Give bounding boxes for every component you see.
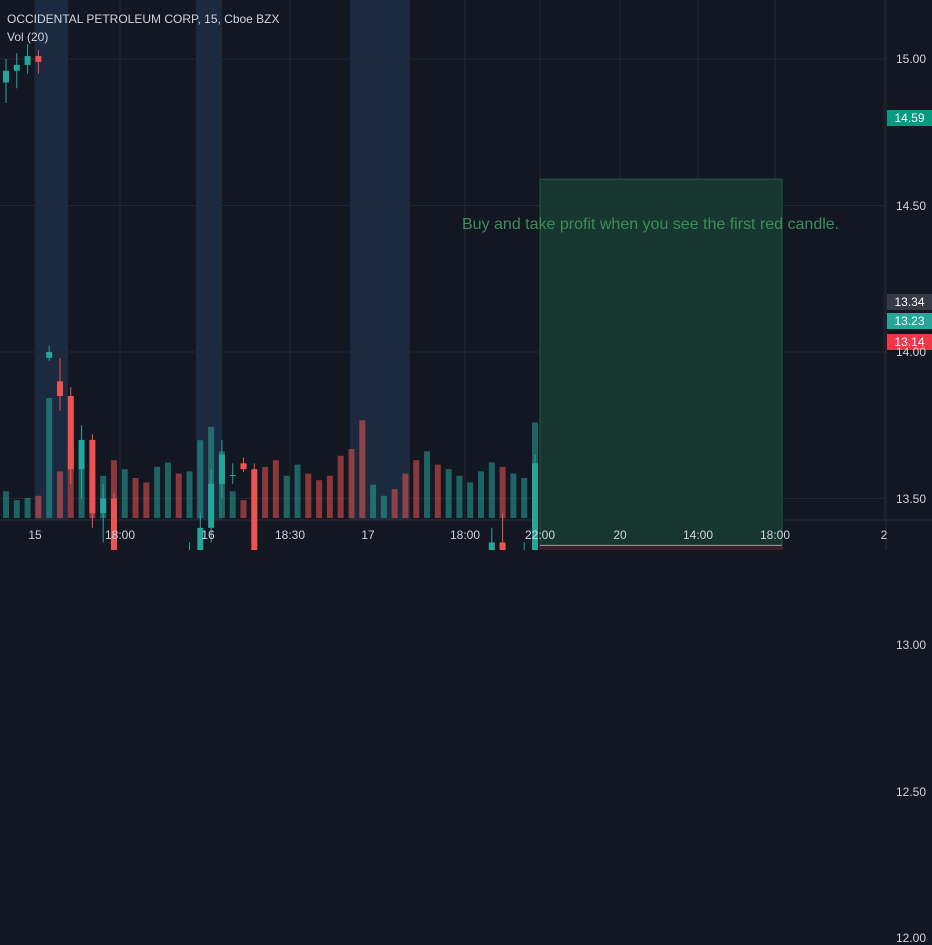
volume-bar	[13, 500, 20, 518]
volume-bar	[272, 460, 279, 518]
volume-bar	[359, 420, 366, 518]
volume-bar	[402, 473, 409, 518]
volume-bar	[24, 498, 31, 518]
loss-zone	[539, 544, 783, 550]
entry-price-tag: 13.34	[887, 294, 932, 310]
candle-body	[488, 542, 495, 550]
volume-bar	[89, 473, 96, 518]
volume-bar	[499, 466, 506, 518]
time-tick-label: 15	[28, 528, 42, 542]
symbol-title[interactable]: OCCIDENTAL PETROLEUM CORP, 15, Cboe BZX	[7, 12, 280, 26]
candle-body	[229, 475, 236, 477]
candle-body	[46, 352, 53, 358]
time-tick-label: 18:30	[274, 528, 306, 542]
volume-bar	[337, 455, 344, 518]
volume-bar	[154, 466, 161, 518]
volume-bar	[46, 398, 53, 518]
candle-body	[78, 439, 85, 470]
volume-indicator-label[interactable]: Vol (20)	[7, 30, 49, 44]
volume-bar	[78, 464, 85, 518]
time-tick-label: 18:00	[449, 528, 481, 542]
volume-bar	[391, 489, 398, 518]
volume-bar	[413, 460, 420, 518]
time-tick-label: 17	[361, 528, 375, 542]
volume-bar	[164, 462, 171, 518]
volume-bar	[262, 466, 269, 518]
candle-body	[67, 395, 74, 470]
candle-body	[499, 542, 506, 550]
volume-bar	[434, 464, 441, 518]
volume-bar	[56, 471, 63, 518]
volume-bar	[348, 449, 355, 518]
candle-body	[56, 381, 63, 396]
time-tick-label: 14:00	[682, 528, 714, 542]
time-tick-label: 18:00	[759, 528, 791, 542]
session-band	[350, 0, 410, 520]
candle-body	[240, 463, 247, 470]
volume-bar	[175, 473, 182, 518]
volume-bar	[521, 478, 528, 518]
volume-bar	[445, 469, 452, 518]
time-tick-label: 16	[201, 528, 215, 542]
volume-bar	[283, 475, 290, 518]
volume-bar	[229, 491, 236, 518]
candle-body	[35, 56, 42, 62]
volume-bar	[240, 500, 247, 518]
volume-bar	[294, 464, 301, 518]
time-tick-label: 2	[880, 528, 888, 542]
profit-zone	[539, 178, 783, 546]
volume-bar	[478, 471, 485, 518]
volume-bar	[197, 440, 204, 518]
volume-bar	[488, 462, 495, 518]
price-tick-label: 13.00	[896, 638, 927, 652]
target-price-tag: 14.59	[887, 110, 932, 126]
volume-bar	[316, 480, 323, 518]
candle-body	[13, 64, 20, 71]
candle-body	[197, 527, 204, 550]
stop-price-tag: 13.14	[887, 334, 932, 350]
candle-body	[24, 56, 31, 65]
volume-bar	[424, 451, 431, 518]
price-tick-label: 14.50	[896, 198, 927, 213]
volume-bar	[456, 475, 463, 518]
time-tick-label: 20	[613, 528, 627, 542]
chart-canvas[interactable]	[0, 0, 932, 550]
volume-bar	[121, 469, 128, 518]
volume-bar	[132, 478, 139, 518]
price-tick-label: 12.00	[896, 931, 927, 945]
price-tick-label: 12.50	[896, 784, 927, 799]
volume-bar	[67, 444, 74, 518]
volume-bar	[370, 484, 377, 518]
volume-bar	[186, 471, 193, 518]
last-price-tag: 13.23	[887, 313, 932, 329]
price-tick-label: 14.00	[896, 345, 927, 359]
volume-bar	[532, 422, 538, 518]
volume-bar	[305, 473, 312, 518]
volume-bar	[35, 495, 42, 518]
candle-body	[3, 70, 9, 83]
time-tick-label: 18:00	[104, 528, 136, 542]
volume-bar	[326, 475, 333, 518]
chart-legend: OCCIDENTAL PETROLEUM CORP, 15, Cboe BZX …	[7, 10, 280, 46]
volume-bar	[251, 482, 258, 518]
volume-bar	[218, 451, 225, 518]
volume-bar	[380, 495, 387, 518]
volume-bar	[467, 482, 474, 518]
price-tick-label: 15.00	[896, 52, 927, 66]
time-tick-label: 22:00	[524, 528, 556, 542]
volume-bar	[110, 460, 117, 518]
volume-bar	[510, 473, 517, 518]
volume-bar	[100, 475, 107, 518]
volume-bar	[208, 426, 215, 518]
price-tick-label: 13.50	[896, 491, 927, 506]
volume-bar	[3, 491, 9, 518]
candle-body	[110, 498, 117, 550]
trade-note: Buy and take profit when you see the fir…	[462, 216, 840, 233]
volume-bar	[143, 482, 150, 518]
